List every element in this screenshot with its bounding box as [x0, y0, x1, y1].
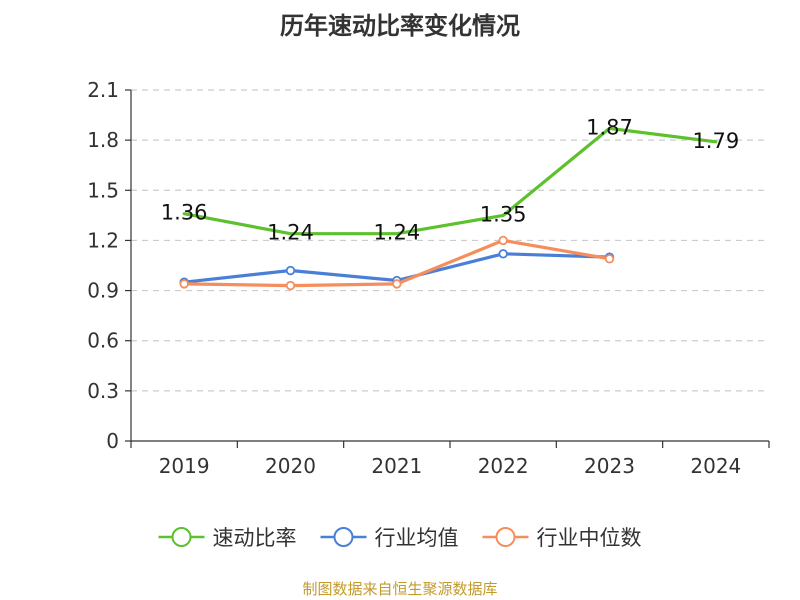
legend-swatch-marker [171, 527, 192, 547]
series-lines [179, 126, 718, 291]
data-point [179, 279, 189, 289]
y-tick-label: 0.6 [87, 329, 119, 353]
x-tick-label: 2024 [690, 454, 741, 478]
y-tick-label: 0.9 [87, 279, 119, 303]
data-label: 1.24 [373, 221, 420, 245]
source-note: 制图数据来自恒生聚源数据库 [302, 580, 498, 598]
data-labels: 1.36 1.24 1.24 1.35 1.87 1.79 [161, 115, 739, 244]
data-label: 1.79 [692, 129, 739, 153]
data-point [498, 249, 508, 259]
axes: 0 0.3 0.6 0.9 1.2 1.5 1.8 2.1 2019 2020 2021 2022 20… [87, 78, 770, 478]
data-point [285, 265, 296, 276]
x-tick-label: 2023 [584, 454, 635, 478]
x-tick-label: 2020 [265, 454, 316, 478]
data-label: 1.35 [480, 202, 527, 226]
legend-label: 行业中位数 [537, 526, 642, 550]
series-line-0 [182, 126, 718, 236]
data-point [498, 235, 508, 246]
y-tick-label: 1.5 [87, 178, 119, 202]
y-tick-label: 1.8 [87, 128, 119, 152]
y-tick-label: 2.1 [87, 78, 119, 102]
data-point [604, 254, 615, 264]
data-point [285, 280, 296, 291]
x-tick-label: 2022 [478, 454, 529, 478]
y-tick-label: 1.2 [87, 228, 119, 252]
chart-title: 历年速动比率变化情况 [280, 12, 520, 40]
x-tick-label: 2019 [159, 454, 210, 478]
legend-label: 行业均值 [375, 526, 459, 550]
y-tick-label: 0.3 [87, 379, 119, 403]
data-point [392, 279, 402, 289]
data-label: 1.24 [267, 221, 314, 245]
y-tick-label: 0 [106, 429, 119, 453]
legend-label: 速动比率 [213, 526, 297, 550]
x-tick-label: 2021 [371, 454, 422, 478]
data-label: 1.36 [161, 201, 208, 225]
data-label: 1.87 [586, 115, 633, 139]
legend: 速动比率 行业均值 行业中位数 [158, 526, 642, 550]
grid-lines [131, 89, 769, 392]
legend-swatch-marker [495, 527, 516, 547]
legend-swatch-marker [333, 527, 354, 547]
